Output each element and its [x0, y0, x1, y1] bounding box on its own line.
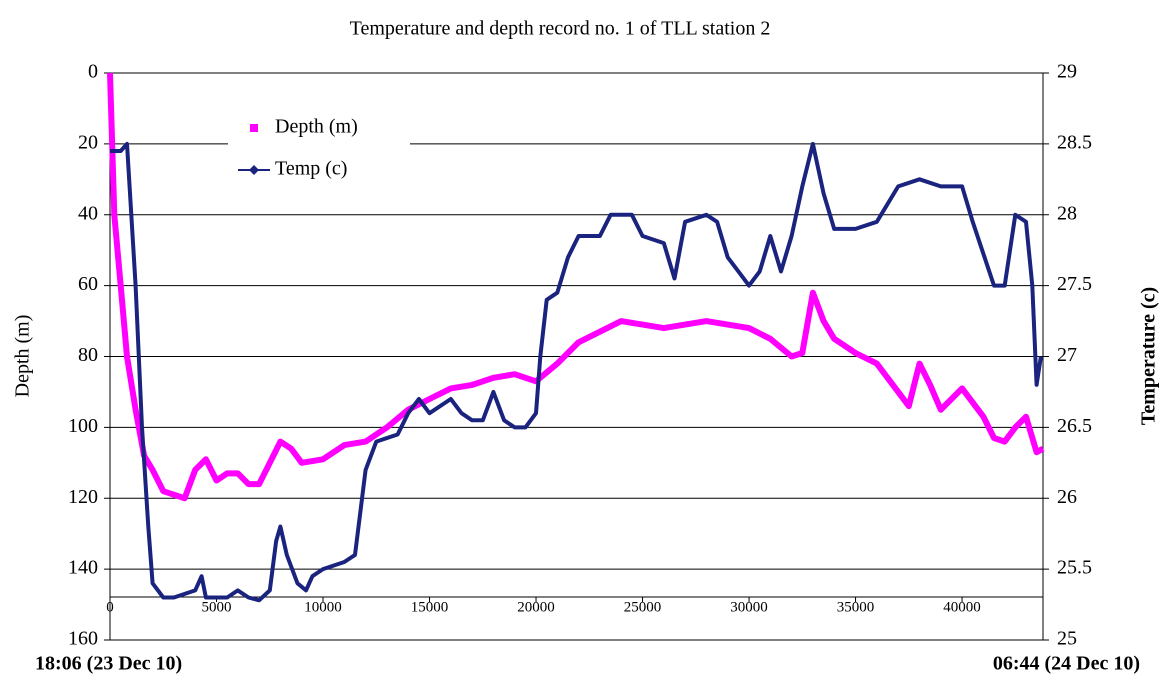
- y2-tick-label: 25: [1057, 628, 1077, 650]
- legend-box: [228, 112, 410, 186]
- y2-tick-label: 25.5: [1057, 557, 1092, 579]
- y-axis-label: Depth (m): [12, 315, 34, 398]
- y2-tick-label: 27: [1057, 344, 1077, 366]
- x-tick-label: 40000: [943, 599, 981, 615]
- y-tick-label: 20: [78, 131, 98, 153]
- y-tick-label: 160: [68, 628, 98, 650]
- y2-tick-label: 28.5: [1057, 131, 1092, 153]
- y2-tick-label: 29: [1057, 61, 1077, 83]
- x-tick-label: 35000: [837, 599, 875, 615]
- x-tick-label: 15000: [411, 599, 449, 615]
- y-tick-label: 120: [68, 486, 98, 508]
- y-tick-label: 140: [68, 557, 98, 579]
- y-tick-label: 0: [88, 61, 98, 83]
- series-line: [110, 141, 1043, 603]
- y-tick-label: 60: [78, 273, 98, 295]
- x-tick-label: 0: [106, 599, 114, 615]
- legend-label: Depth (m): [275, 116, 358, 138]
- y-tick-label: 80: [78, 344, 98, 366]
- legend: Depth (m) Temp (c): [228, 112, 410, 186]
- x-tick-label: 10000: [304, 599, 342, 615]
- y2-tick-label: 27.5: [1057, 273, 1092, 295]
- x-start-label: 18:06 (23 Dec 10): [35, 653, 182, 675]
- legend-label: Temp (c): [275, 158, 347, 180]
- y2-tick-label: 26.5: [1057, 415, 1092, 437]
- y2-tick-label: 28: [1057, 202, 1077, 224]
- series-line: [107, 72, 1045, 502]
- legend-marker: [250, 124, 258, 132]
- x-tick-label: 20000: [517, 599, 555, 615]
- x-tick-label: 30000: [730, 599, 768, 615]
- y2-axis-label: Temperature (c): [1138, 287, 1160, 425]
- y-tick-label: 100: [68, 415, 98, 437]
- y2-tick-label: 26: [1057, 486, 1077, 508]
- legend-marker: [249, 165, 259, 175]
- x-tick-label: 25000: [624, 599, 662, 615]
- y-tick-label: 40: [78, 202, 98, 224]
- x-tick-label: 5000: [202, 599, 232, 615]
- chart-title: Temperature and depth record no. 1 of TL…: [350, 18, 771, 40]
- x-end-label: 06:44 (24 Dec 10): [993, 653, 1140, 675]
